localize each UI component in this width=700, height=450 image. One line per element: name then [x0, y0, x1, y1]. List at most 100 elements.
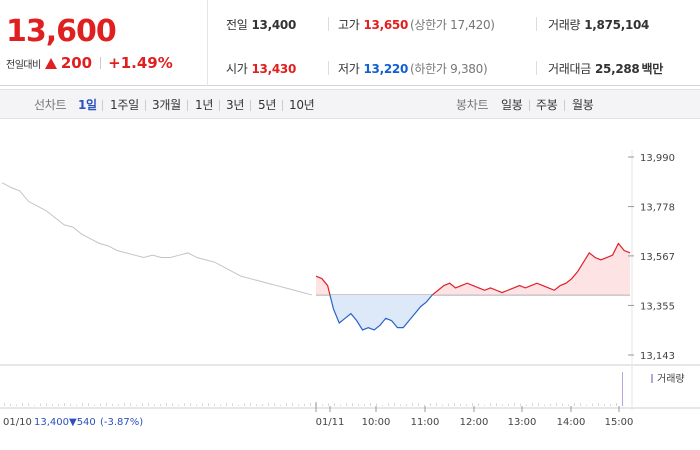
- volume-bar: [160, 404, 161, 406]
- amount-label: 거래대금: [548, 62, 591, 76]
- candle-tab-daily[interactable]: 일봉: [501, 98, 523, 112]
- volume-label: 거래량: [548, 18, 581, 32]
- volume-bar: [532, 403, 533, 406]
- volume-bar: [172, 403, 173, 406]
- candle-tab-weekly[interactable]: 주봉: [536, 98, 558, 112]
- x-tick-label: 10:00: [362, 417, 391, 428]
- volume-bar: [472, 403, 473, 406]
- high-value: 13,650: [363, 18, 408, 32]
- divider: [328, 17, 329, 31]
- quote-header: 13,600 전일대비 200 +1.49% 전일 13,400 고가 13,650…: [0, 0, 700, 86]
- amount-stat: 거래대금 25,288 백만: [548, 60, 663, 77]
- volume-bar: [550, 403, 551, 406]
- y-tick-label: 13,143: [640, 351, 675, 362]
- volume-bar: [430, 403, 431, 406]
- volume-bar: [34, 404, 35, 406]
- volume-bar: [520, 403, 521, 406]
- period-tab-1w[interactable]: 1주일: [110, 98, 139, 112]
- divider: [536, 61, 537, 75]
- volume-bar: [616, 403, 617, 406]
- volume-bar: [556, 403, 557, 406]
- volume-bar: [94, 404, 95, 406]
- volume-bar: [148, 403, 149, 406]
- volume-bar: [502, 404, 503, 406]
- prev-day-date: 01/10: [3, 417, 32, 428]
- volume-bar: [364, 404, 365, 406]
- candle-chart-label: 봉차트: [456, 98, 489, 112]
- divider: [282, 100, 283, 111]
- amount-value: 25,288: [594, 62, 640, 76]
- volume-bar: [22, 403, 23, 406]
- lower-limit: (하한가 9,380): [410, 62, 488, 76]
- volume-bar: [232, 403, 233, 406]
- today-series-line-up: [315, 242, 631, 295]
- volume-bar: [280, 404, 281, 406]
- period-tab-3y[interactable]: 3년: [226, 98, 245, 112]
- volume-bar: [328, 403, 329, 406]
- y-tick-label: 13,778: [640, 203, 675, 214]
- volume-bar: [40, 403, 41, 406]
- price-box: 13,600 전일대비 200 +1.49%: [0, 0, 208, 86]
- low-label: 저가: [338, 62, 360, 76]
- period-tab-1d[interactable]: 1일: [78, 98, 97, 112]
- y-axis: 13,990 13,778 13,567 13,355 13,143: [628, 153, 675, 362]
- volume-bar: [382, 404, 383, 406]
- period-tab-5y[interactable]: 5년: [258, 98, 277, 112]
- volume-bar: [598, 403, 599, 406]
- prev-day-change-pct: (-3.87%): [100, 417, 143, 428]
- divider: [564, 100, 565, 111]
- volume-bar: [454, 403, 455, 406]
- volume-bar: [298, 404, 299, 406]
- volume-legend-swatch: [651, 374, 653, 383]
- low-stat: 저가 13,220 (하한가 9,380): [338, 60, 488, 77]
- divider: [328, 61, 329, 75]
- volume-bar: [88, 403, 89, 406]
- x-tick-label: 01/11: [316, 417, 345, 428]
- volume-bar: [64, 403, 65, 406]
- x-axis: 01/11 10:00 11:00 12:00 13:00 14:00 15:00: [315, 402, 633, 428]
- intraday-price-chart[interactable]: 13,990 13,778 13,567 13,355 13,143 01/11 10:0…: [0, 120, 700, 450]
- candle-tab-monthly[interactable]: 월봉: [572, 98, 594, 112]
- volume-bar: [592, 403, 593, 406]
- volume-bar: [478, 403, 479, 406]
- volume-bar: [52, 404, 53, 406]
- volume-bar: [568, 404, 569, 406]
- chart-fills: [316, 243, 630, 330]
- volume-bar: [46, 403, 47, 406]
- volume-bar: [580, 403, 581, 406]
- x-tick-label: 13:00: [508, 417, 537, 428]
- volume-bar: [352, 403, 353, 406]
- y-tick-label: 13,567: [640, 252, 675, 263]
- volume-bar: [130, 403, 131, 406]
- divider: [250, 100, 251, 111]
- chart-toolbar: 선차트 1일 1주일 3개월 1년 3년 5년 10년 봉차트 일봉 주봉 월봉: [0, 89, 700, 119]
- volume-bar: [496, 403, 497, 406]
- volume-bar: [196, 404, 197, 406]
- volume-bar: [376, 403, 377, 406]
- volume-bar: [76, 404, 77, 406]
- volume-panel: [4, 372, 623, 406]
- low-value: 13,220: [363, 62, 408, 76]
- volume-bar: [142, 403, 143, 406]
- volume-bar: [310, 403, 311, 406]
- period-tab-3m[interactable]: 3개월: [152, 98, 181, 112]
- y-tick-label: 13,355: [640, 301, 675, 312]
- high-stat: 고가 13,650 (상한가 17,420): [338, 16, 495, 33]
- volume-bar: [466, 404, 467, 406]
- up-triangle-icon: [45, 58, 58, 69]
- volume-bar: [508, 403, 509, 406]
- volume-bar: [226, 403, 227, 406]
- volume-bar: [286, 403, 287, 406]
- period-tab-1y[interactable]: 1년: [195, 98, 214, 112]
- y-tick-label: 13,990: [640, 153, 675, 164]
- volume-bar: [322, 404, 323, 406]
- volume-bar: [274, 403, 275, 406]
- volume-bar: [610, 404, 611, 406]
- volume-bar: [436, 403, 437, 406]
- divider: [219, 100, 220, 111]
- volume-bar: [214, 403, 215, 406]
- period-tab-10y[interactable]: 10년: [289, 98, 315, 112]
- today-loss-area: [316, 294, 630, 330]
- volume-bar: [604, 404, 605, 406]
- volume-bar: [424, 404, 425, 406]
